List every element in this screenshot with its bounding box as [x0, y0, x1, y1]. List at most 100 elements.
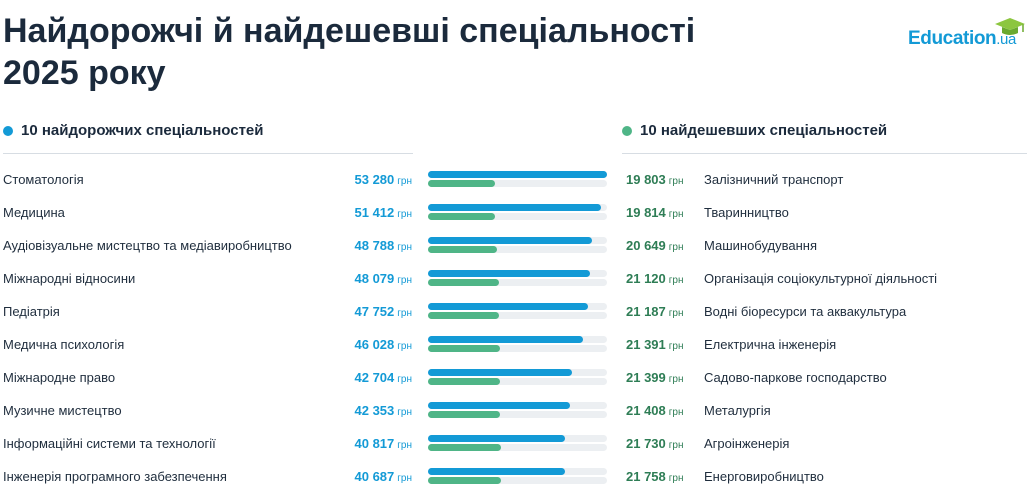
bar-track — [428, 345, 607, 352]
expensive-value-label: 53 280 грн — [354, 172, 413, 187]
table-row: Інформаційні системи та технології 40 817… — [0, 427, 1027, 460]
expensive-specialty-label: Медицина — [3, 205, 65, 220]
cheap-bar — [428, 246, 498, 253]
expensive-bar — [428, 468, 565, 475]
unit-label: грн — [397, 275, 412, 286]
bar-track — [428, 411, 607, 418]
unit-label: грн — [397, 407, 412, 418]
expensive-value-label: 51 412 грн — [354, 205, 413, 220]
expensive-bar — [428, 336, 583, 343]
cheap-value-label: 19 814 грн — [626, 205, 684, 220]
expensive-specialty-label: Міжнародне право — [3, 370, 116, 385]
unit-label: грн — [397, 242, 412, 253]
bar-pair — [428, 466, 607, 488]
bar-pair — [428, 235, 607, 257]
bar-track — [428, 477, 607, 484]
bar-track — [428, 246, 607, 253]
cheap-header: 10 найдешевших спеціальностей — [622, 122, 887, 139]
bar-track — [428, 378, 607, 385]
table-row: Музичне мистецтво 42 353 грн 21 408 грн Метал… — [0, 394, 1027, 427]
cheap-specialty-label: Організація соціокультурної діяльності — [704, 271, 938, 286]
bar-pair — [428, 202, 607, 224]
bar-pair — [428, 400, 607, 422]
table-row: Медична психологія 46 028 грн 21 391 грн Елек… — [0, 328, 1027, 361]
table-row: Аудіовізуальне мистецтво та медіавиробни… — [0, 229, 1027, 262]
unit-label: грн — [668, 308, 684, 319]
unit-label: грн — [668, 209, 684, 220]
unit-label: грн — [668, 275, 684, 286]
bar-track — [428, 279, 607, 286]
expensive-value-label: 40 817 грн — [354, 436, 413, 451]
expensive-specialty-label: Музичне мистецтво — [3, 403, 122, 418]
cheap-specialty-label: Енерговиробництво — [704, 469, 824, 484]
unit-label: грн — [668, 407, 684, 418]
cheap-bar — [428, 444, 501, 451]
unit-label: грн — [397, 440, 412, 451]
expensive-value-label: 42 353 грн — [354, 403, 413, 418]
expensive-value-label: 42 704 грн — [354, 370, 413, 385]
cheap-specialty-label: Тваринництво — [704, 205, 789, 220]
cheap-specialty-label: Садово-паркове господарство — [704, 370, 887, 385]
bar-pair — [428, 169, 607, 191]
expensive-specialty-label: Медична психологія — [3, 337, 125, 352]
unit-label: грн — [397, 473, 412, 484]
comparison-rows: Стоматологія 53 280 грн 19 803 грн Залізнични… — [0, 163, 1027, 493]
cheap-value-label: 21 120 грн — [626, 271, 684, 286]
expensive-bar — [428, 237, 592, 244]
expensive-bar — [428, 303, 589, 310]
education-ua-logo[interactable]: Education.ua — [908, 16, 1026, 52]
unit-label: грн — [668, 473, 684, 484]
expensive-bar — [428, 171, 607, 178]
bar-track — [428, 312, 607, 319]
expensive-value-label: 46 028 грн — [354, 337, 413, 352]
unit-label: грн — [668, 341, 684, 352]
cheap-specialty-label: Агроінженерія — [704, 436, 790, 451]
expensive-specialty-label: Інженерія програмного забезпечення — [3, 469, 227, 484]
bar-pair — [428, 367, 607, 389]
cheap-bar — [428, 378, 500, 385]
legend-dot-expensive — [3, 125, 13, 136]
legend-dot-cheap — [622, 125, 632, 136]
unit-label: грн — [668, 176, 684, 187]
unit-label: грн — [668, 440, 684, 451]
table-row: Медицина 51 412 грн 19 814 грн Тваринництво — [0, 196, 1027, 229]
graduation-cap-icon — [995, 18, 1025, 35]
cheap-value-label: 21 399 грн — [626, 370, 684, 385]
cheap-specialty-label: Машинобудування — [704, 238, 818, 253]
expensive-specialty-label: Інформаційні системи та технології — [3, 436, 216, 451]
cheap-specialty-label: Водні біоресурси та аквакультура — [704, 304, 907, 319]
bar-track — [428, 180, 607, 187]
cheap-bar — [428, 279, 499, 286]
unit-label: грн — [397, 176, 412, 187]
expensive-header: 10 найдорожчих спеціальностей — [3, 122, 264, 139]
unit-label: грн — [397, 341, 412, 352]
cheap-value-label: 20 649 грн — [626, 238, 684, 253]
cheap-specialty-label: Залізничний транспорт — [704, 172, 844, 187]
expensive-bar — [428, 369, 572, 376]
divider-left — [3, 153, 413, 154]
expensive-bar — [428, 402, 571, 409]
table-row: Міжнародне право 42 704 грн 21 399 грн Садово… — [0, 361, 1027, 394]
expensive-specialty-label: Стоматологія — [3, 172, 84, 187]
page-title: Найдорожчі й найдешевші спеціальності 20… — [3, 12, 696, 92]
divider-right — [622, 153, 1027, 154]
logo-text: Education.ua — [908, 28, 1016, 49]
cheap-value-label: 21 408 грн — [626, 403, 684, 418]
cheap-value-label: 21 391 грн — [626, 337, 684, 352]
table-row: Міжнародні відносини 48 079 грн 21 120 грн Ор… — [0, 262, 1027, 295]
cheap-bar — [428, 312, 500, 319]
cheap-bar — [428, 345, 500, 352]
expensive-bar — [428, 435, 566, 442]
unit-label: грн — [397, 209, 412, 220]
expensive-bar — [428, 204, 601, 211]
bar-track — [428, 213, 607, 220]
bar-pair — [428, 301, 607, 323]
cheap-value-label: 21 187 грн — [626, 304, 684, 319]
cheap-bar — [428, 180, 495, 187]
cheap-specialty-label: Електрична інженерія — [704, 337, 837, 352]
unit-label: грн — [397, 308, 412, 319]
expensive-specialty-label: Аудіовізуальне мистецтво та медіавиробни… — [3, 238, 292, 253]
table-row: Інженерія програмного забезпечення 40 687… — [0, 460, 1027, 493]
table-row: Педіатрія 47 752 грн 21 187 грн Водні біоресу… — [0, 295, 1027, 328]
cheap-value-label: 21 758 грн — [626, 469, 684, 484]
